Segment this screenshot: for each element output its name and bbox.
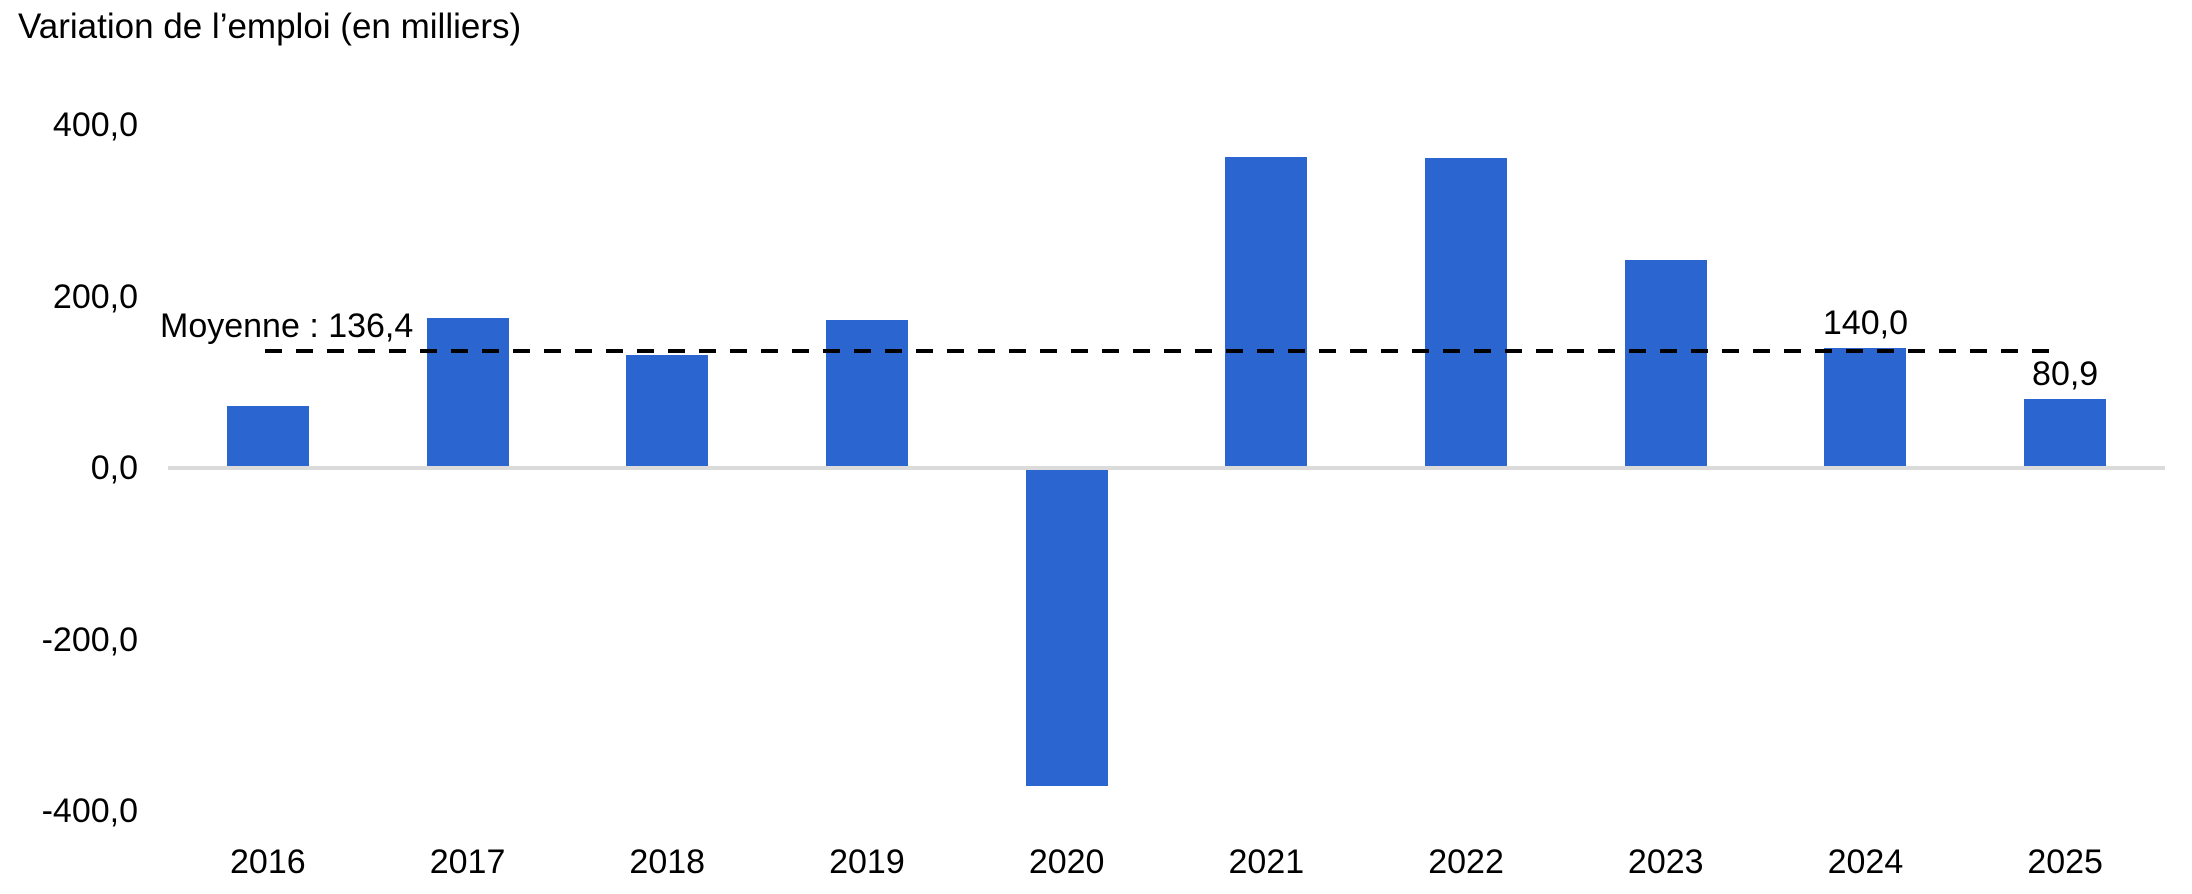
y-tick-label: 400,0 <box>52 106 138 144</box>
x-tick-label-2020: 2020 <box>1028 843 1105 881</box>
x-tick-label-2021: 2021 <box>1228 843 1305 881</box>
bar-2016 <box>226 406 309 468</box>
chart-title: Variation de l’emploi (en milliers) <box>18 7 522 46</box>
bar-2021 <box>1225 156 1308 468</box>
value-label-2024: 140,0 <box>1822 303 1908 342</box>
bar-2020 <box>1025 468 1108 787</box>
x-tick-label-2022: 2022 <box>1428 843 1504 881</box>
mean-line <box>265 349 2057 354</box>
x-axis-line <box>168 466 2165 470</box>
value-label-2025: 80,9 <box>2032 354 2099 393</box>
x-tick-label-2025: 2025 <box>2027 843 2103 881</box>
bar-2024 <box>1824 347 1907 468</box>
bar-2019 <box>825 319 908 468</box>
x-tick-label-2019: 2019 <box>829 843 905 881</box>
bar-2025 <box>2024 398 2107 468</box>
bar-2023 <box>1624 260 1707 468</box>
y-tick-label: -200,0 <box>41 620 138 659</box>
bar-2022 <box>1425 158 1508 468</box>
x-tick-label-2016: 2016 <box>230 843 306 881</box>
x-tick-label-2023: 2023 <box>1627 843 1704 881</box>
mean-line-label: Moyenne : 136,4 <box>160 307 414 346</box>
y-tick-label: 0,0 <box>90 449 138 487</box>
x-tick-label-2024: 2024 <box>1827 843 1904 881</box>
x-tick-label-2018: 2018 <box>629 843 706 881</box>
bar-2017 <box>426 317 509 468</box>
bar-2018 <box>626 354 709 468</box>
y-tick-label: 200,0 <box>52 277 138 316</box>
x-tick-label-2017: 2017 <box>429 843 506 881</box>
y-tick-label: -400,0 <box>41 792 138 830</box>
